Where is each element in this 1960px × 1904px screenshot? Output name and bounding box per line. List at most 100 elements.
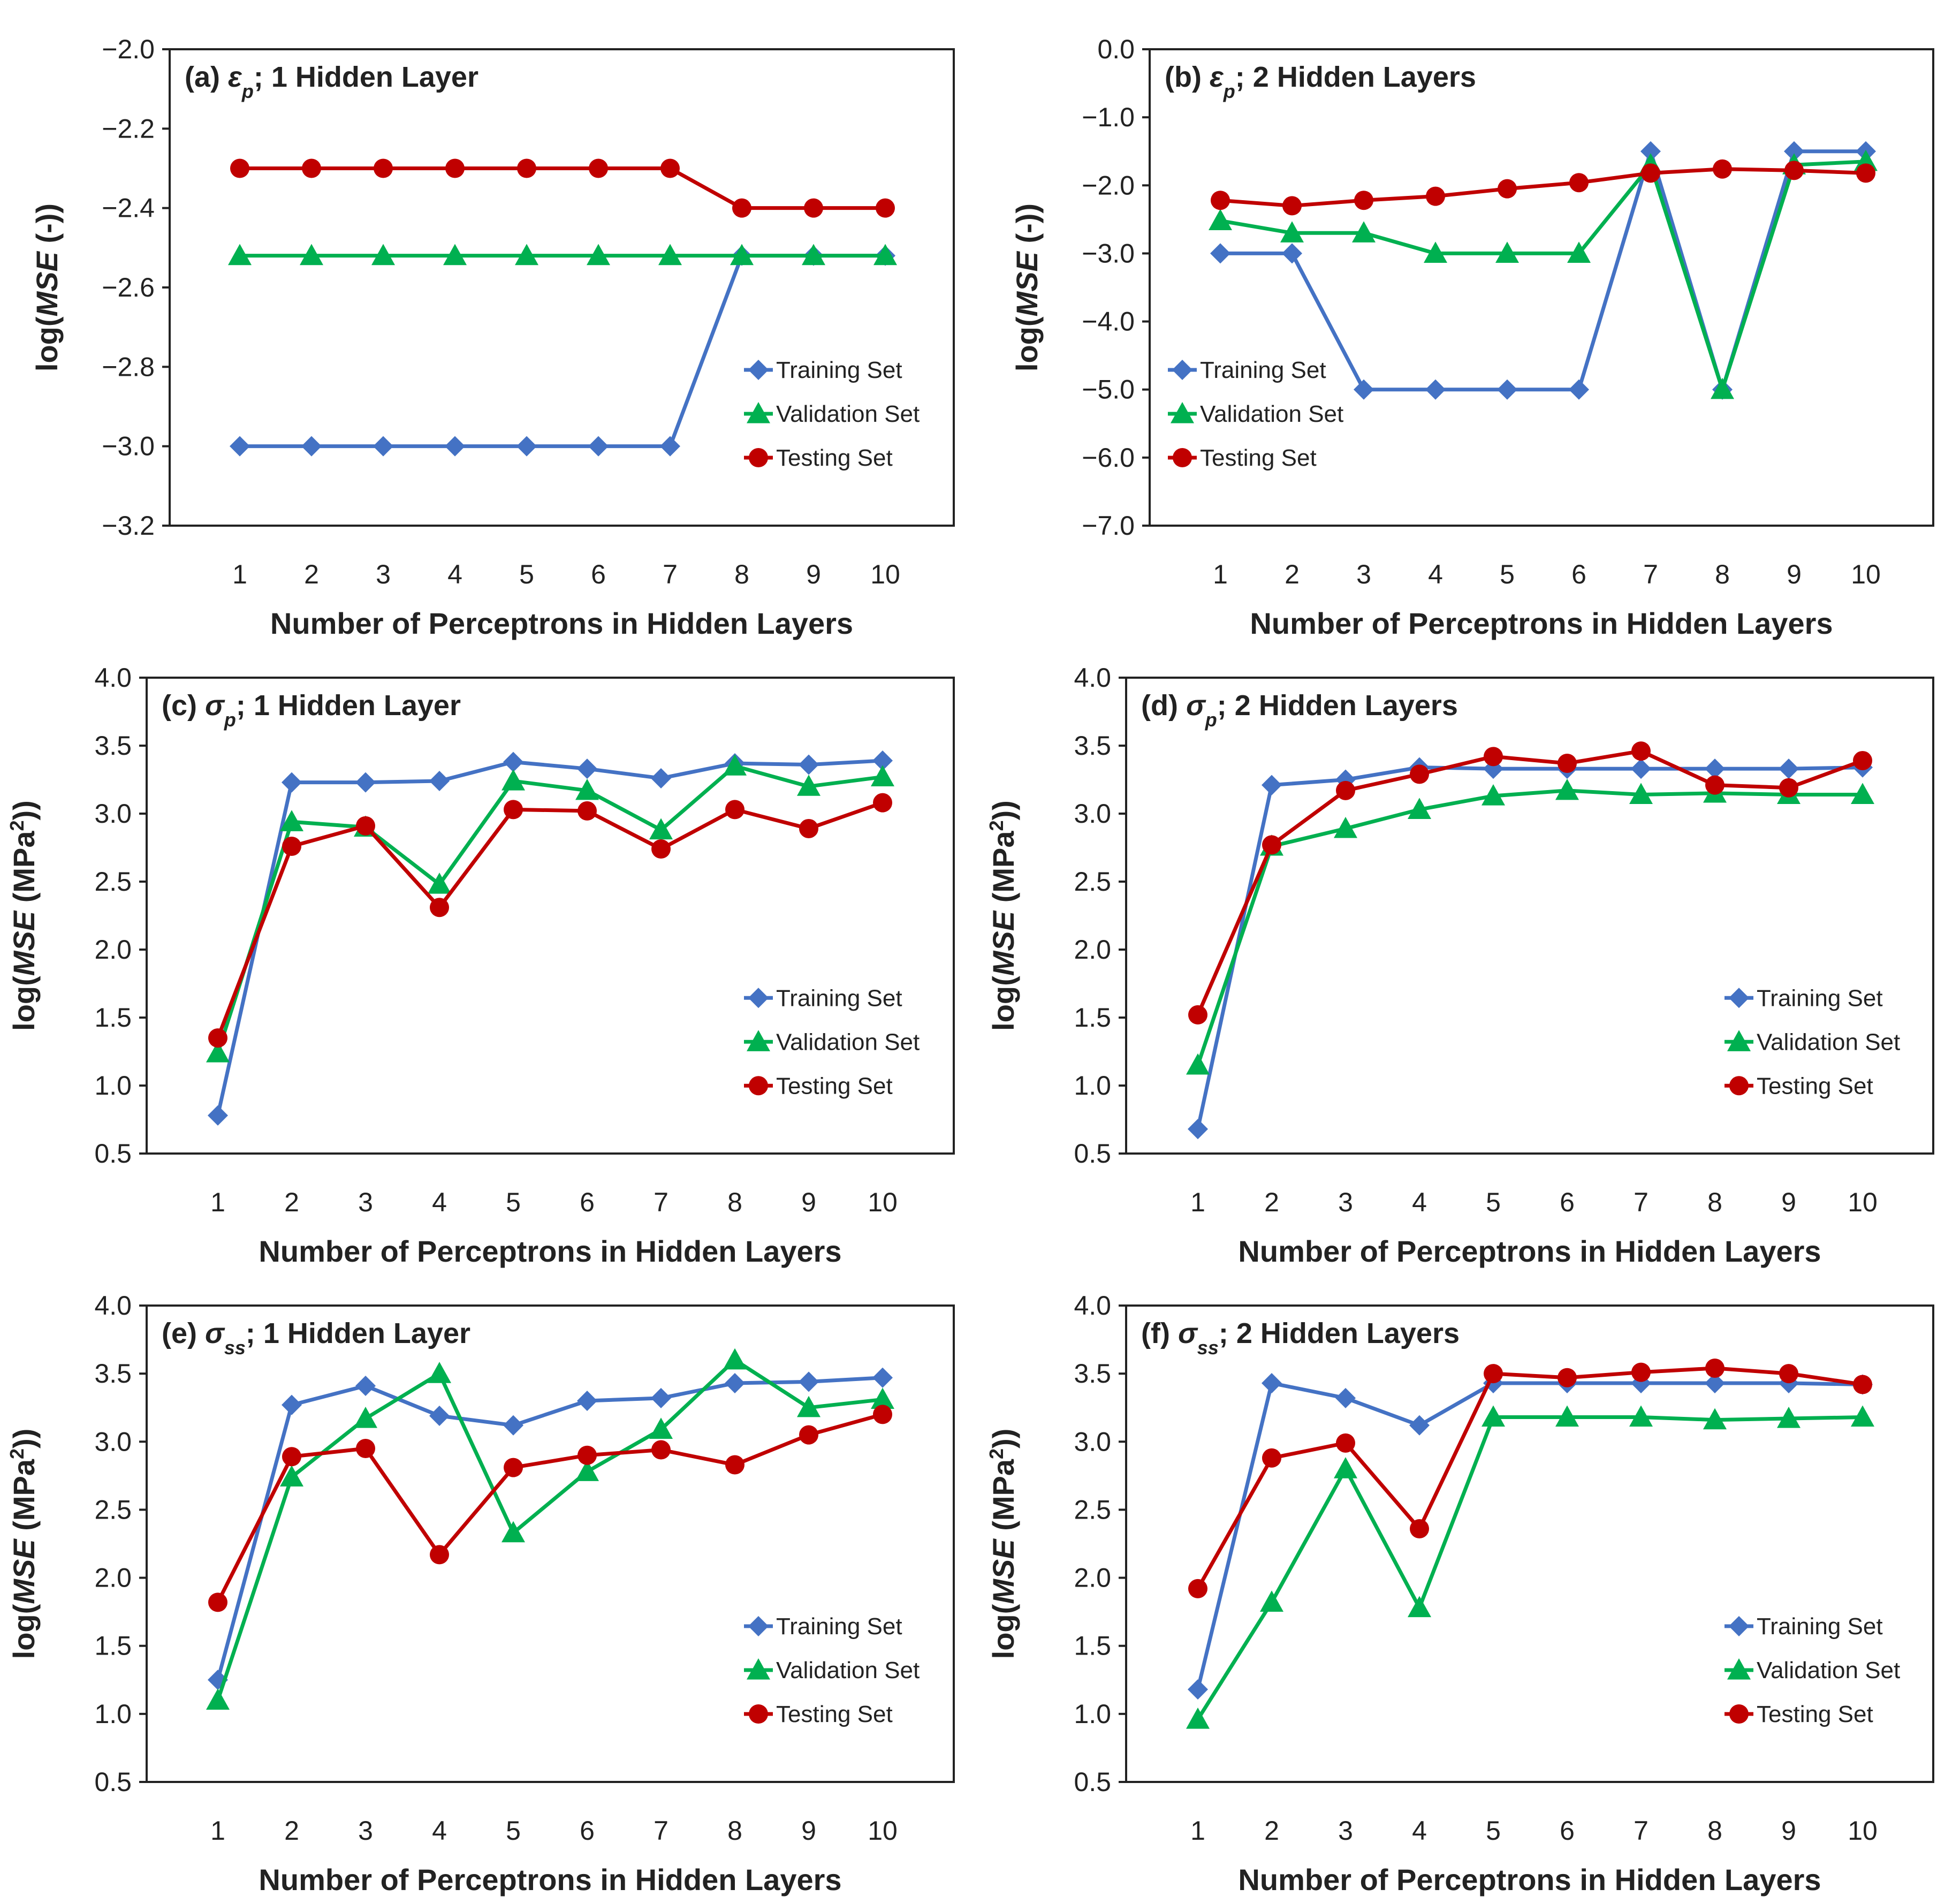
data-point	[445, 436, 465, 457]
data-point	[1280, 221, 1304, 242]
data-point	[208, 1592, 227, 1612]
x-tick-label: 6	[1560, 1816, 1575, 1846]
x-tick-label: 6	[1571, 559, 1586, 589]
x-tick-label: 3	[358, 1187, 373, 1217]
y-axis-label: log(MSE (MPa2))	[985, 1429, 1021, 1659]
data-point	[588, 436, 609, 457]
data-point	[872, 750, 893, 771]
legend-label: Training Set	[1200, 357, 1326, 383]
x-tick-label: 5	[506, 1187, 521, 1217]
x-tick-label: 3	[1338, 1187, 1353, 1217]
y-tick-label: −5.0	[1082, 375, 1135, 405]
y-tick-label: −2.4	[102, 193, 155, 223]
data-point	[1186, 1053, 1210, 1075]
legend-label: Training Set	[776, 357, 902, 383]
data-point	[1497, 379, 1517, 400]
chart-title: (f) σss; 2 Hidden Layers	[1141, 1317, 1460, 1359]
data-point	[1567, 241, 1591, 263]
series-testing-set	[1188, 1358, 1872, 1598]
x-tick-label: 10	[1848, 1187, 1878, 1217]
data-point	[502, 769, 525, 791]
data-point	[660, 436, 680, 457]
series-line	[240, 166, 885, 210]
legend-marker	[749, 1704, 768, 1724]
data-point	[1408, 1596, 1431, 1618]
legend-label: Validation Set	[776, 1657, 920, 1683]
y-axis-label: log(MSE (MPa2))	[985, 800, 1021, 1031]
x-tick-label: 9	[1787, 559, 1802, 589]
x-tick-label: 1	[1213, 559, 1228, 589]
chart-panel-f: 0.5 1.0 1.5 2.0 2.5 3.0 3.5 4.0 1 2 3 4 5 6 7 8 9 10 Numbe…	[985, 1291, 1934, 1897]
x-tick-label: 1	[1190, 1816, 1205, 1846]
data-point	[208, 1028, 227, 1048]
data-point	[1631, 741, 1651, 761]
x-tick-label: 8	[1707, 1816, 1722, 1846]
x-tick-label: 2	[284, 1816, 299, 1846]
data-point	[799, 818, 818, 838]
data-point	[578, 1445, 597, 1465]
data-point	[280, 810, 303, 831]
y-tick-label: 4.0	[1074, 663, 1111, 693]
y-tick-label: 3.0	[1074, 799, 1111, 829]
x-tick-label: 10	[868, 1187, 898, 1217]
series-line	[1196, 1381, 1863, 1690]
y-tick-label: 2.0	[1074, 1563, 1111, 1593]
series-line	[1220, 160, 1866, 392]
x-tick-label: 7	[1634, 1187, 1648, 1217]
data-point	[430, 1545, 449, 1565]
data-point	[208, 1105, 228, 1126]
data-point	[651, 1440, 671, 1460]
x-tick-label: 2	[304, 559, 319, 589]
data-point	[873, 793, 892, 813]
x-tick-label: 8	[1715, 559, 1730, 589]
y-tick-label: 4.0	[94, 1291, 132, 1321]
y-tick-label: −7.0	[1082, 511, 1135, 541]
data-point	[587, 244, 610, 266]
y-tick-label: 3.5	[94, 731, 132, 761]
data-point	[577, 758, 597, 779]
x-tick-label: 3	[1338, 1816, 1353, 1846]
data-point	[1409, 1415, 1430, 1436]
legend-label: Testing Set	[776, 1073, 893, 1099]
data-point	[302, 158, 321, 178]
data-point	[230, 158, 249, 178]
series-testing-set	[230, 158, 895, 218]
legend-label: Training Set	[776, 985, 902, 1011]
legend-marker	[1729, 988, 1749, 1008]
data-point	[502, 1521, 525, 1543]
y-tick-label: 1.0	[1074, 1071, 1111, 1101]
y-tick-label: 1.0	[94, 1071, 132, 1101]
data-point	[1569, 173, 1589, 193]
data-point	[1352, 221, 1376, 242]
data-point	[799, 1425, 818, 1445]
y-tick-label: −4.0	[1082, 307, 1135, 337]
series-line	[1220, 149, 1866, 392]
data-point	[429, 771, 450, 792]
data-point	[1555, 1405, 1579, 1427]
y-axis-label: log(MSE (MPa2))	[6, 800, 41, 1031]
data-point	[1354, 379, 1374, 400]
x-tick-label: 4	[1412, 1816, 1427, 1846]
data-point	[871, 1387, 894, 1409]
y-tick-label: 2.5	[94, 1495, 132, 1524]
data-point	[356, 816, 375, 836]
series-line	[1196, 749, 1864, 1016]
series-line	[1196, 788, 1863, 1066]
y-axis-label: log(MSE (MPa2))	[6, 1429, 41, 1659]
x-tick-label: 8	[1707, 1187, 1722, 1217]
series-training-set	[208, 750, 893, 1126]
data-point	[282, 836, 301, 856]
x-tick-label: 2	[1264, 1816, 1279, 1846]
x-tick-label: 10	[1851, 559, 1881, 589]
data-point	[1784, 161, 1804, 180]
data-point	[1334, 816, 1357, 838]
series-line	[216, 764, 883, 1054]
data-point	[1629, 1405, 1653, 1427]
data-point	[1705, 775, 1725, 795]
data-point	[1779, 1364, 1798, 1384]
data-point	[873, 1405, 892, 1424]
y-tick-label: 2.0	[1074, 935, 1111, 965]
x-tick-label: 9	[1781, 1187, 1796, 1217]
legend-marker	[747, 1658, 770, 1680]
data-point	[1484, 747, 1503, 767]
